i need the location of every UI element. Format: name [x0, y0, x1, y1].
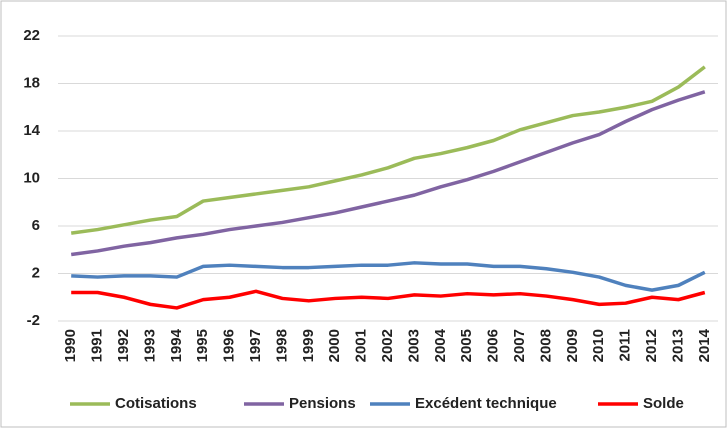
- y-tick-label: 2: [32, 264, 40, 281]
- x-tick-label: 2004: [432, 328, 449, 362]
- x-tick-label: 2011: [617, 329, 634, 362]
- x-tick-label: 2009: [564, 329, 581, 362]
- x-tick-label: 2014: [696, 328, 713, 362]
- x-tick-label: 1991: [89, 329, 106, 362]
- x-tick-label: 2012: [643, 329, 660, 362]
- series-line: [70, 65, 706, 235]
- y-tick-label: 10: [23, 169, 40, 186]
- x-tick-label: 1997: [247, 329, 264, 362]
- y-tick-label: 6: [32, 217, 40, 234]
- series-line: [70, 90, 706, 257]
- legend-label: Excédent technique: [415, 395, 557, 412]
- x-tick-label: 1992: [115, 329, 132, 362]
- x-tick-label: 2002: [379, 329, 396, 362]
- x-tick-label: 1998: [273, 329, 290, 362]
- y-tick-label: 14: [23, 122, 40, 139]
- y-tick-label: 22: [23, 27, 40, 44]
- x-tick-label: 2003: [405, 329, 422, 362]
- x-tick-label: 2008: [537, 329, 554, 362]
- x-tick-label: 1993: [141, 329, 158, 362]
- x-tick-label: 1996: [221, 329, 238, 362]
- x-tick-label: 1994: [168, 328, 185, 362]
- x-tick-label: 2007: [511, 329, 528, 362]
- x-tick-label: 2006: [485, 329, 502, 362]
- series-line: [71, 289, 706, 310]
- x-tick-label: 2000: [326, 329, 343, 362]
- legend-label: Cotisations: [115, 395, 197, 412]
- x-tick-label: 2001: [353, 329, 370, 362]
- y-tick-label: 18: [23, 74, 40, 91]
- y-tick-label: -2: [27, 312, 40, 329]
- legend-label: Pensions: [289, 395, 356, 412]
- legend-label: Solde: [643, 395, 684, 412]
- x-tick-label: 1995: [194, 329, 211, 362]
- x-tick-label: 2010: [590, 329, 607, 362]
- series-line: [71, 261, 706, 292]
- x-tick-label: 2013: [669, 329, 686, 362]
- x-tick-label: 1990: [62, 329, 79, 362]
- x-tick-label: 1999: [300, 329, 317, 362]
- x-tick-label: 2005: [458, 329, 475, 362]
